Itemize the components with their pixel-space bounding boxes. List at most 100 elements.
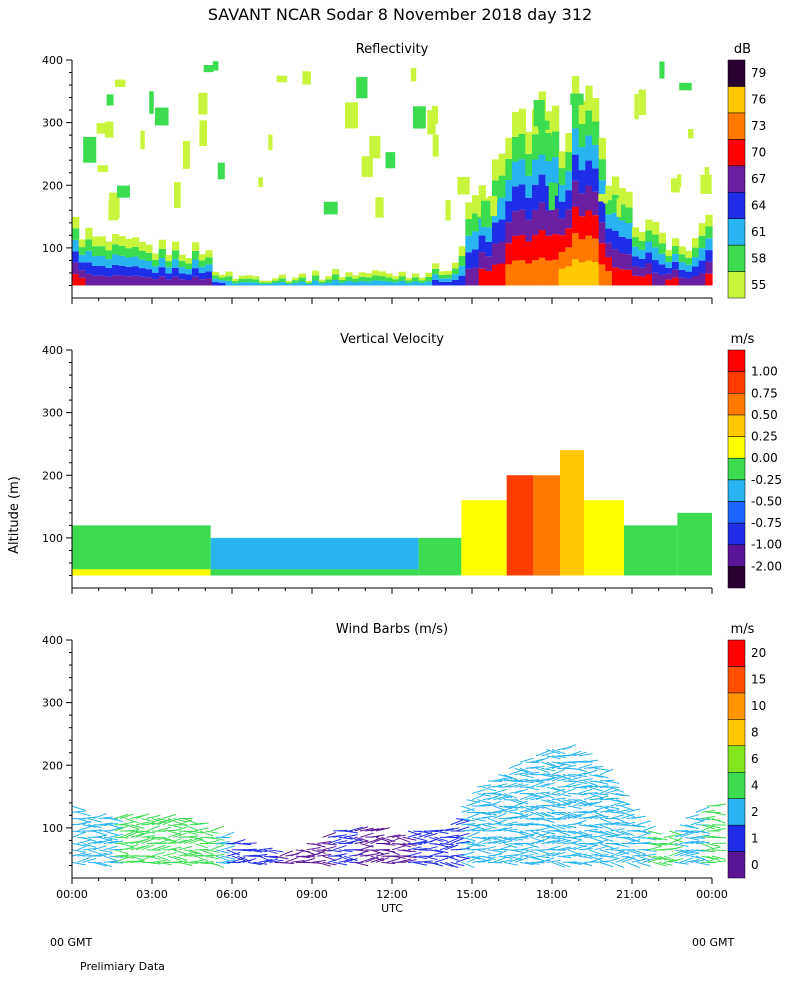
reflectivity-cell	[219, 280, 226, 283]
colorbar-swatch	[728, 245, 745, 271]
reflectivity-cell	[179, 279, 186, 285]
reflectivity-cell	[625, 223, 632, 239]
reflectivity-cell	[199, 120, 207, 146]
reflectivity-cell	[365, 277, 372, 281]
reflectivity-cell	[565, 190, 572, 209]
colorbar-swatch	[728, 852, 745, 878]
footer-left-gmt: 00 GMT	[50, 936, 93, 949]
reflectivity-cell	[219, 283, 226, 286]
velocity-band	[72, 569, 211, 575]
wind-barb	[685, 815, 698, 819]
reflectivity-cell	[165, 267, 172, 273]
reflectivity-cell	[218, 163, 225, 180]
velocity-band	[533, 475, 560, 575]
reflectivity-cell	[432, 263, 439, 269]
reflectivity-cell	[625, 207, 632, 223]
reflectivity-cell	[652, 235, 659, 248]
reflectivity-cell	[92, 266, 99, 276]
reflectivity-cell	[605, 257, 612, 271]
reflectivity-cell	[432, 274, 439, 280]
reflectivity-cell	[365, 281, 372, 285]
reflectivity-cell	[212, 282, 219, 285]
reflectivity-cell	[152, 253, 159, 259]
wind-barb	[72, 862, 86, 865]
reflectivity-cell	[612, 231, 619, 249]
colorbar-unit: dB	[734, 42, 751, 57]
colorbar-swatch	[728, 272, 745, 298]
colorbar-swatch	[728, 60, 745, 86]
reflectivity-cell	[85, 228, 92, 240]
reflectivity-cell	[665, 256, 672, 262]
reflectivity-cell	[139, 259, 146, 268]
reflectivity-cell	[412, 273, 419, 277]
reflectivity-cell	[652, 273, 659, 286]
reflectivity-cell	[652, 247, 659, 260]
reflectivity-cell	[505, 138, 512, 159]
reflectivity-cell	[585, 236, 592, 261]
wind-barb	[504, 862, 518, 865]
reflectivity-cell	[159, 258, 166, 267]
reflectivity-cell	[85, 274, 92, 286]
reflectivity-cell	[705, 226, 712, 238]
reflectivity-cell	[412, 281, 419, 285]
wind-barb	[701, 816, 715, 818]
reflectivity-cell	[445, 271, 452, 275]
reflectivity-cell	[72, 263, 79, 274]
reflectivity-cell	[199, 254, 206, 260]
reflectivity-cell	[79, 239, 86, 247]
reflectivity-cell	[332, 269, 339, 274]
reflectivity-cell	[639, 90, 646, 116]
wind-barb	[669, 837, 682, 842]
reflectivity-cell	[379, 281, 386, 286]
reflectivity-cell	[258, 177, 263, 187]
reflectivity-cell	[139, 242, 146, 251]
reflectivity-cell	[119, 256, 126, 266]
reflectivity-cell	[679, 262, 686, 270]
velocity-band	[584, 500, 624, 575]
reflectivity-cell	[185, 280, 192, 285]
wind-barb	[536, 856, 550, 858]
reflectivity-cell	[545, 261, 552, 286]
reflectivity-cell	[99, 276, 106, 286]
reflectivity-cell	[205, 257, 212, 264]
wind-barb	[243, 843, 257, 844]
reflectivity-cell	[72, 228, 79, 239]
colorbar-swatch	[728, 415, 745, 437]
reflectivity-cell	[265, 284, 272, 286]
wind-barb	[291, 851, 304, 856]
colorbar-label: 58	[751, 251, 766, 265]
wind-barb	[211, 826, 224, 831]
reflectivity-cell	[292, 283, 299, 286]
reflectivity-cell	[159, 276, 166, 285]
y-tick-label: 200	[42, 469, 63, 482]
wind-barb	[563, 745, 576, 750]
reflectivity-cell	[659, 254, 666, 265]
reflectivity-cell	[325, 276, 332, 279]
colorbar-label: -0.75	[751, 516, 782, 530]
colorbar-swatch	[728, 86, 745, 112]
reflectivity-cell	[685, 272, 692, 279]
reflectivity-cell	[279, 278, 286, 282]
reflectivity-cell	[525, 264, 532, 286]
colorbar-swatch	[728, 719, 745, 745]
reflectivity-cell	[645, 231, 652, 242]
reflectivity-cell	[132, 247, 139, 257]
reflectivity-cell	[245, 282, 252, 285]
reflectivity-cell	[268, 135, 272, 151]
reflectivity-cell	[485, 227, 492, 242]
reflectivity-cell	[219, 278, 226, 281]
reflectivity-cell	[579, 239, 586, 262]
reflectivity-cell	[505, 243, 512, 264]
colorbar-label: 0	[751, 858, 759, 872]
reflectivity-cell	[375, 197, 383, 217]
wind-barb	[483, 787, 496, 791]
reflectivity-cell	[359, 281, 366, 285]
wind-barb	[115, 837, 129, 838]
wind-barb	[163, 814, 176, 818]
chart-panels: Reflectivity1002003004005558616467707376…	[42, 42, 782, 915]
reflectivity-cell	[159, 267, 166, 276]
wind-barb	[595, 793, 609, 794]
wind-barb	[605, 781, 619, 783]
reflectivity-cell	[512, 162, 519, 187]
reflectivity-cell	[165, 273, 172, 279]
